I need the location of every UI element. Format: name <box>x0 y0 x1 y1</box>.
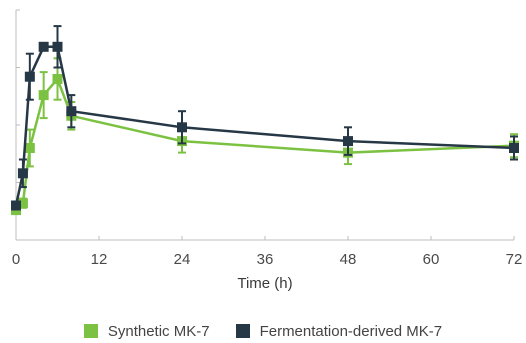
series-1 <box>11 25 519 211</box>
axes <box>15 9 514 241</box>
x-tick-label: 24 <box>174 251 191 268</box>
data-point <box>52 41 63 52</box>
data-point <box>343 136 353 147</box>
legend-item-synthetic: Synthetic MK-7 <box>83 322 210 340</box>
chart: 0 12 24 36 48 60 72 Time (h) <box>11 9 523 292</box>
legend-label-fermentation: Fermentation-derived MK-7 <box>259 322 443 340</box>
data-point <box>38 41 49 52</box>
data-point <box>66 106 77 117</box>
x-tick-label: 72 <box>506 251 523 268</box>
legend-swatch-fermentation <box>235 324 250 338</box>
data-point <box>11 200 21 211</box>
series-line <box>14 45 515 206</box>
data-point <box>24 71 35 82</box>
legend-swatch-synthetic <box>83 324 98 338</box>
x-tick-label: 48 <box>340 251 357 268</box>
legend: Synthetic MK-7 Fermentation-derived MK-7 <box>0 320 526 342</box>
legend-label-synthetic: Synthetic MK-7 <box>107 322 210 340</box>
legend-item-fermentation: Fermentation-derived MK-7 <box>235 322 443 340</box>
data-point <box>509 143 519 153</box>
x-axis-title: Time (h) <box>237 275 292 292</box>
x-tick-label: 60 <box>423 251 440 268</box>
x-ticks: 0 12 24 36 48 60 72 <box>12 236 523 268</box>
x-tick-label: 0 <box>12 251 20 268</box>
data-point <box>177 122 187 133</box>
data-point <box>17 168 28 179</box>
data-point <box>24 143 35 153</box>
data-point <box>52 74 63 84</box>
x-tick-label: 36 <box>257 251 274 268</box>
x-tick-label: 12 <box>91 251 108 268</box>
series-0 <box>11 57 519 216</box>
series-layer <box>11 25 519 216</box>
data-point <box>38 90 49 101</box>
data-point <box>17 198 28 209</box>
